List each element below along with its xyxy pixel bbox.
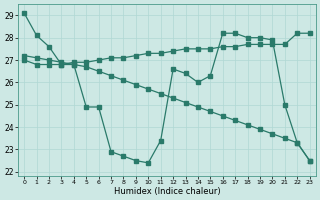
X-axis label: Humidex (Indice chaleur): Humidex (Indice chaleur) bbox=[114, 187, 220, 196]
